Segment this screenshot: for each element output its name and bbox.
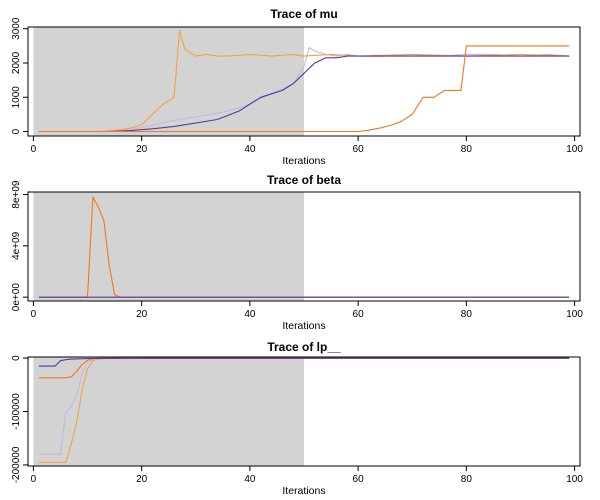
warmup-shading [33,192,304,301]
x-axis-label: Iterations [282,320,325,332]
x-axis-label: Iterations [282,155,325,167]
x-tick-label: 100 [566,309,583,320]
x-tick-label: 40 [244,309,256,320]
x-tick-label: 80 [461,474,473,485]
x-tick-label: 60 [353,474,365,485]
x-tick-label: 40 [244,144,256,155]
plot-frame [27,191,581,302]
trace-panel-3: Trace of lp__ 0 20 40 60 80 100 0 -100000 -200000… [11,340,583,497]
plot-frame [27,26,581,137]
series-line-4 [38,357,570,367]
y-tick-label: 0 [11,128,22,134]
x-tick-label: 0 [31,309,37,320]
series-line-3 [38,55,570,133]
x-axis-label: Iterations [282,485,325,497]
trace-panel-2: Trace of beta 0 20 40 60 80 100 0e+00 4e+09 8e+09… [11,173,583,332]
warmup-shading [33,27,304,136]
x-tick-label: 0 [31,474,37,485]
x-tick-label: 80 [461,309,473,320]
x-tick-label: 20 [136,309,148,320]
trace-panel-1: Trace of mu0 20 40 60 80 1000100020003000Iter… [11,7,583,167]
series-line-1 [38,47,570,133]
y-tick-label: 4e+09 [11,231,22,260]
y-tick-label: -100000 [11,393,22,430]
y-tick-label: -200000 [11,446,22,483]
y-tick-label: 0 [11,355,22,361]
y-tick-label: 0e+00 [11,283,22,312]
y-tick-label: 3000 [11,17,22,40]
x-tick-label: 40 [244,474,256,485]
y-tick-label: 8e+09 [11,180,22,209]
chart-title: Trace of beta [267,173,341,187]
x-tick-label: 100 [566,474,583,485]
x-tick-label: 20 [136,474,148,485]
x-tick-label: 80 [461,144,473,155]
y-tick-label: 1000 [11,86,22,109]
x-tick-label: 60 [353,309,365,320]
x-tick-label: 60 [353,144,365,155]
chart-title: Trace of lp__ [267,340,341,354]
x-tick-label: 100 [566,144,583,155]
series-line-4 [38,45,570,133]
x-tick-label: 0 [31,144,37,155]
chart-title: Trace of mu [270,7,337,21]
y-tick-label: 2000 [11,51,22,74]
x-tick-label: 20 [136,144,148,155]
